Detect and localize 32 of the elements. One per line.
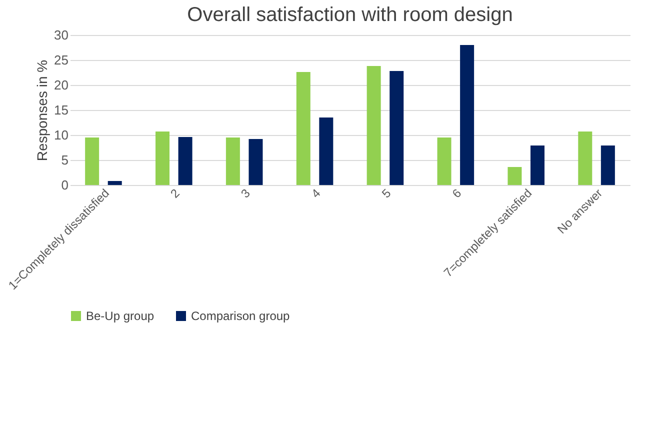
bar	[156, 132, 170, 185]
bar	[108, 181, 122, 185]
legend-label: Comparison group	[191, 309, 290, 323]
y-tick-label: 0	[61, 178, 68, 192]
y-tick-label: 15	[54, 102, 68, 118]
bar	[460, 45, 474, 185]
bar	[530, 146, 544, 185]
x-tick-label: 2	[168, 186, 183, 201]
bar	[178, 137, 192, 185]
y-tick-label: 5	[61, 152, 68, 168]
bar	[390, 71, 404, 185]
x-tick-label: 6	[450, 186, 464, 201]
bar	[578, 132, 592, 185]
bar	[85, 138, 100, 185]
y-axis-title: Responses in %	[34, 60, 50, 162]
chart-title: Overall satisfaction with room design	[187, 4, 513, 26]
bar	[296, 72, 310, 185]
x-tick-label: 5	[379, 186, 394, 201]
bar	[600, 146, 615, 185]
x-tick-label: 4	[308, 186, 324, 201]
bar	[226, 138, 240, 185]
bar	[508, 167, 522, 185]
y-tick-label: 20	[54, 78, 68, 92]
bar	[437, 138, 452, 185]
x-tick-label: 3	[238, 186, 254, 201]
bar	[319, 118, 334, 185]
y-tick-label: 10	[54, 128, 68, 142]
legend-label: Be-Up group	[86, 309, 154, 323]
y-tick-label: 30	[54, 28, 68, 42]
bar	[248, 139, 263, 185]
y-tick-label: 25	[54, 52, 68, 68]
bar	[366, 66, 381, 185]
